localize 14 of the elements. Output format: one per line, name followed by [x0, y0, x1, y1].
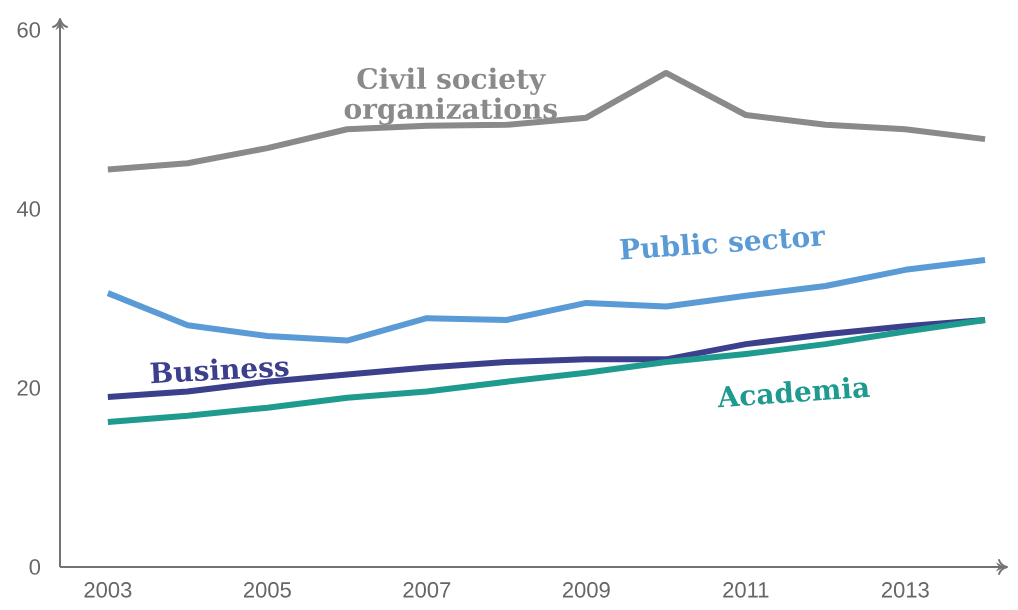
x-tick-label: 2005 [243, 582, 291, 598]
series-label: Academia [717, 377, 870, 408]
series-label: Business [150, 358, 289, 384]
y-tick-label: 20 [17, 380, 41, 396]
series-label: Civil society organizations [344, 67, 557, 125]
x-tick-label: 2003 [84, 582, 132, 598]
series-label: Public sector [619, 228, 825, 260]
y-tick-label: 40 [16, 201, 41, 217]
x-tick-label: 2011 [723, 582, 769, 598]
x-tick-label: 2009 [562, 582, 610, 598]
y-tick-label: 0 [29, 559, 41, 575]
x-tick-label: 2013 [881, 582, 929, 598]
y-tick-label: 60 [17, 22, 41, 38]
x-tick-label: 2007 [403, 582, 451, 598]
